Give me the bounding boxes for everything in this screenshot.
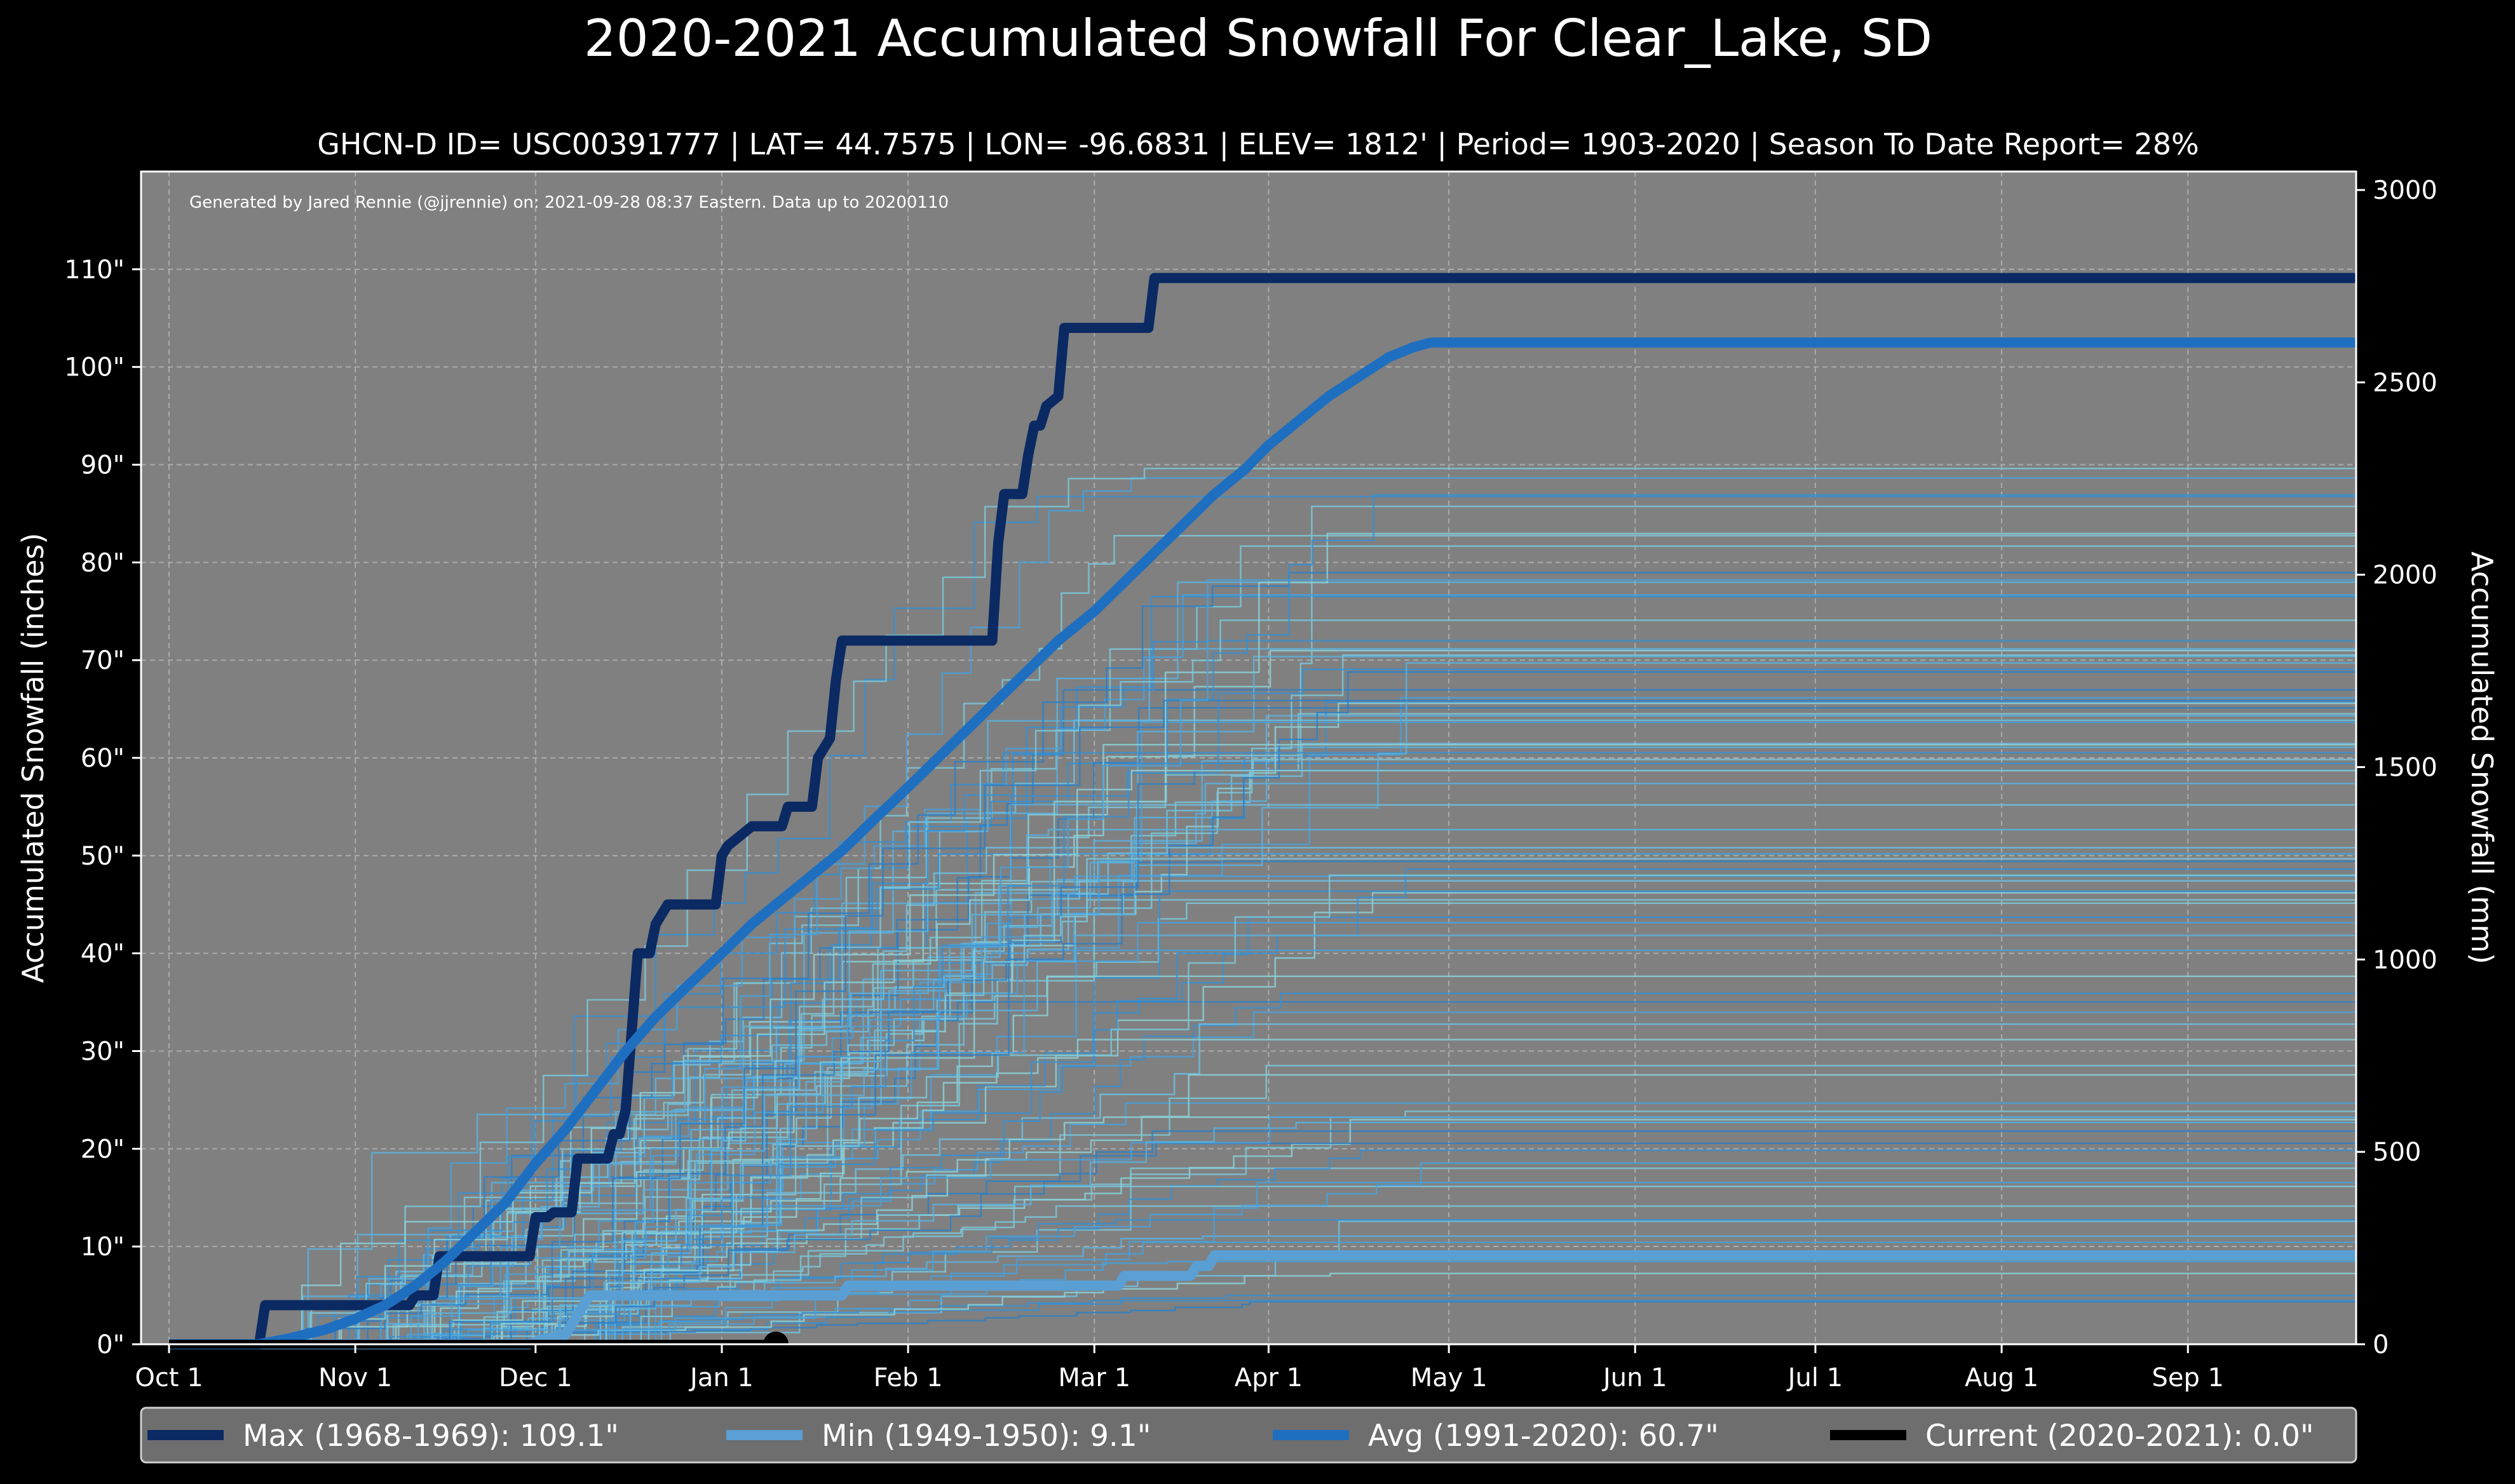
y-tick-label: 50" bbox=[81, 842, 125, 871]
season-line bbox=[169, 1300, 2356, 1346]
season-line bbox=[169, 1011, 2356, 1346]
y-axis-ticks-left: 0" 10" 20" 30" 40" 50" 60" 70" 80" 90" 100" 110" bbox=[64, 255, 141, 1359]
series-line-avg bbox=[169, 337, 2356, 1349]
season-line bbox=[169, 752, 2356, 1346]
series-line-min bbox=[169, 1250, 2356, 1349]
x-tick-label: Oct 1 bbox=[135, 1363, 203, 1393]
chart-title: 2020-2021 Accumulated Snowfall For Clear… bbox=[584, 9, 1932, 68]
season-line bbox=[169, 656, 2356, 1346]
x-tick-label: Apr 1 bbox=[1235, 1363, 1303, 1393]
x-tick-label: Sep 1 bbox=[2152, 1363, 2224, 1393]
y-right-tick-label: 2000 bbox=[2373, 561, 2437, 590]
y-tick-label: 40" bbox=[81, 940, 125, 969]
season-line bbox=[169, 1023, 2356, 1346]
y-right-tick-label: 3000 bbox=[2373, 176, 2437, 205]
legend-label-max: Max (1968-1969): 109.1" bbox=[243, 1419, 619, 1454]
legend-label-avg: Avg (1991-2020): 60.7" bbox=[1368, 1419, 1719, 1454]
y-right-tick-label: 2500 bbox=[2373, 368, 2437, 398]
y-tick-label: 60" bbox=[81, 744, 125, 773]
y-tick-label: 20" bbox=[81, 1135, 125, 1164]
season-line bbox=[169, 847, 2356, 1346]
season-line bbox=[169, 1149, 2356, 1346]
season-line bbox=[169, 1205, 2356, 1346]
y-tick-label: 110" bbox=[64, 255, 125, 285]
season-line bbox=[169, 662, 2356, 1346]
x-tick-label: Jan 1 bbox=[688, 1363, 754, 1393]
season-line bbox=[169, 743, 2356, 1346]
y-tick-label: 10" bbox=[81, 1232, 125, 1262]
season-line bbox=[169, 1130, 2356, 1346]
y-right-tick-label: 0 bbox=[2373, 1330, 2389, 1359]
x-tick-label: Aug 1 bbox=[1965, 1363, 2038, 1393]
legend: Max (1968-1969): 109.1" Min (1949-1950): … bbox=[140, 1406, 2357, 1464]
season-line bbox=[169, 1121, 2356, 1346]
season-line bbox=[169, 1167, 2356, 1346]
season-line bbox=[169, 828, 2356, 1346]
y-right-tick-label: 1000 bbox=[2373, 945, 2437, 975]
season-line bbox=[169, 468, 2356, 1346]
season-line bbox=[169, 702, 2356, 1346]
x-tick-label: May 1 bbox=[1411, 1363, 1488, 1393]
season-line bbox=[169, 880, 2356, 1346]
credit-text: Generated by Jared Rennie (@jjrennie) on… bbox=[189, 193, 949, 212]
x-tick-label: Mar 1 bbox=[1058, 1363, 1130, 1393]
season-line bbox=[169, 992, 2356, 1346]
y-axis-label-left: Accumulated Snowfall (inches) bbox=[16, 533, 50, 983]
legend-label-current: Current (2020-2021): 0.0" bbox=[1925, 1419, 2314, 1454]
season-line bbox=[169, 619, 2356, 1346]
season-line bbox=[169, 1235, 2356, 1346]
y-tick-label: 30" bbox=[81, 1037, 125, 1067]
season-line bbox=[169, 769, 2356, 1346]
legend-label-min: Min (1949-1950): 9.1" bbox=[822, 1419, 1151, 1454]
y-tick-label: 100" bbox=[64, 353, 125, 382]
season-line bbox=[169, 699, 2356, 1346]
chart-subtitle: GHCN-D ID= USC00391777 | LAT= 44.7575 | … bbox=[317, 127, 2199, 162]
season-line bbox=[169, 648, 2356, 1346]
x-tick-label: Feb 1 bbox=[874, 1363, 943, 1393]
season-line bbox=[169, 922, 2356, 1346]
y-axis-label-right: Accumulated Snowfall (mm) bbox=[2465, 551, 2499, 964]
series-line-max bbox=[169, 273, 2356, 1349]
legend-box bbox=[140, 1406, 2357, 1464]
y-axis-ticks-right: 0 500 1000 1500 2000 2500 3000 bbox=[2356, 176, 2437, 1359]
y-tick-label: 80" bbox=[81, 548, 125, 577]
x-tick-label: Dec 1 bbox=[499, 1363, 573, 1393]
season-line bbox=[169, 572, 2356, 1346]
season-line bbox=[169, 1185, 2356, 1346]
y-tick-label: 70" bbox=[81, 646, 125, 675]
x-tick-label: Jun 1 bbox=[1601, 1363, 1667, 1393]
y-tick-label: 90" bbox=[81, 451, 125, 480]
season-line bbox=[169, 858, 2356, 1346]
season-line bbox=[169, 1142, 2356, 1346]
season-line bbox=[169, 769, 2356, 1346]
season-line bbox=[169, 1119, 2356, 1346]
season-line bbox=[169, 1065, 2356, 1346]
y-tick-label: 0" bbox=[97, 1330, 125, 1359]
season-line bbox=[169, 1300, 2356, 1346]
season-line bbox=[169, 1162, 2356, 1346]
x-tick-label: Jul 1 bbox=[1786, 1363, 1843, 1393]
season-line bbox=[169, 762, 2356, 1346]
x-axis-ticks: Oct 1 Nov 1 Dec 1 Jan 1 Feb 1 Mar 1 Apr 1 May 1… bbox=[135, 1344, 2224, 1393]
y-right-tick-label: 1500 bbox=[2373, 753, 2437, 783]
y-right-tick-label: 500 bbox=[2373, 1138, 2421, 1167]
season-line bbox=[169, 494, 2356, 1346]
x-tick-label: Nov 1 bbox=[318, 1363, 392, 1393]
